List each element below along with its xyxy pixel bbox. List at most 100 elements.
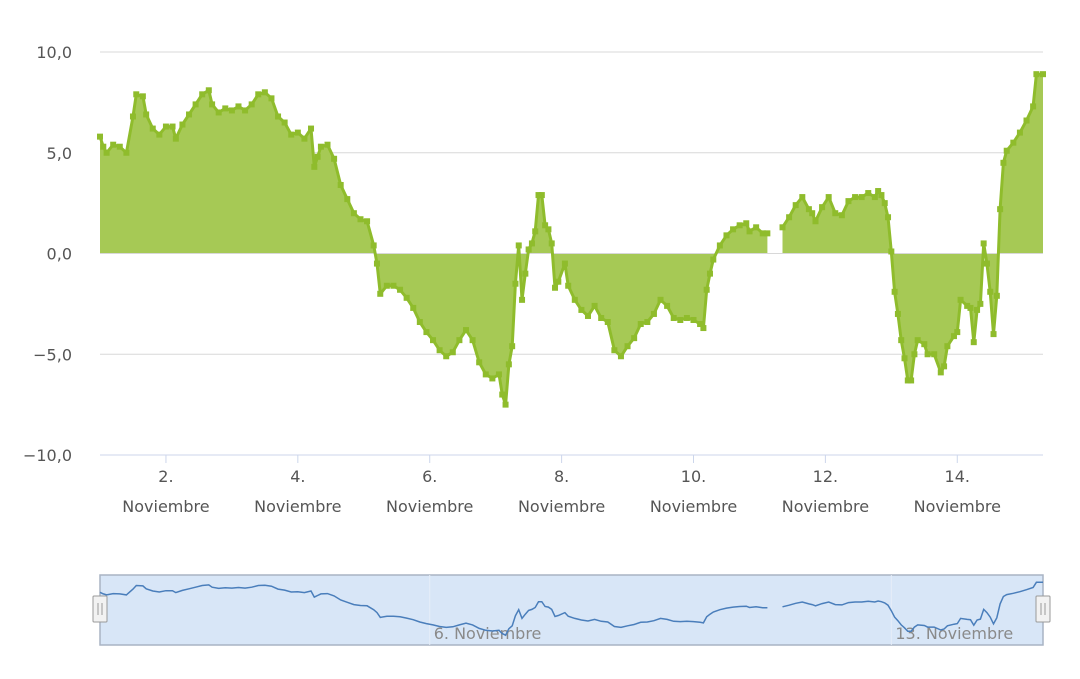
data-point xyxy=(878,192,885,199)
data-point xyxy=(865,190,872,197)
data-point xyxy=(736,222,743,229)
data-point xyxy=(268,95,275,102)
data-point xyxy=(997,206,1004,213)
data-point xyxy=(987,288,994,295)
data-point xyxy=(677,316,684,323)
x-tick-month: Noviembre xyxy=(386,497,473,516)
data-point xyxy=(462,327,469,334)
data-point xyxy=(921,341,928,348)
data-point xyxy=(852,194,859,201)
data-point xyxy=(931,351,938,358)
navigator-window xyxy=(99,574,1044,646)
data-point xyxy=(519,296,526,303)
data-point xyxy=(604,319,611,326)
data-point xyxy=(123,149,130,156)
data-point xyxy=(812,218,819,225)
data-point xyxy=(911,351,918,358)
data-point xyxy=(103,149,110,156)
data-point xyxy=(888,248,895,255)
navigator[interactable]: 6. Noviembre 13. Noviembre xyxy=(92,574,1051,646)
data-point xyxy=(294,129,301,136)
data-point xyxy=(1040,71,1046,78)
data-point xyxy=(561,260,568,267)
data-point xyxy=(617,353,624,360)
data-point xyxy=(116,143,123,150)
data-point xyxy=(723,232,730,239)
x-tick-day: 4. xyxy=(290,467,305,486)
data-point xyxy=(133,91,140,98)
handle-grip xyxy=(1035,595,1051,623)
data-point xyxy=(753,224,760,231)
data-point xyxy=(228,107,235,114)
data-point xyxy=(598,314,605,321)
data-point xyxy=(990,331,997,338)
data-point xyxy=(792,202,799,209)
data-point xyxy=(192,101,199,108)
data-point xyxy=(901,355,908,362)
data-point xyxy=(528,240,535,247)
data-point xyxy=(730,226,737,233)
data-point xyxy=(611,347,618,354)
data-point xyxy=(308,125,315,132)
data-point xyxy=(759,230,766,237)
x-tick-day: 12. xyxy=(813,467,838,486)
data-point xyxy=(881,200,888,207)
data-point xyxy=(545,226,552,233)
data-point xyxy=(288,131,295,138)
data-point xyxy=(222,105,229,112)
data-point xyxy=(179,121,186,128)
data-point xyxy=(891,288,898,295)
data-point xyxy=(1016,129,1023,136)
data-point xyxy=(512,280,519,287)
data-point xyxy=(499,391,506,398)
data-point xyxy=(670,314,677,321)
navigator-left-handle[interactable] xyxy=(92,595,108,623)
data-point xyxy=(538,192,545,199)
data-point xyxy=(331,155,338,162)
data-point xyxy=(980,240,987,247)
data-point xyxy=(97,133,103,140)
data-point xyxy=(825,194,832,201)
data-point xyxy=(430,337,437,344)
y-tick-label: 5,0 xyxy=(47,144,72,163)
x-tick-day: 6. xyxy=(422,467,437,486)
data-point xyxy=(397,286,404,293)
data-point xyxy=(650,310,657,317)
data-point xyxy=(489,375,496,382)
data-point xyxy=(350,210,357,217)
data-point xyxy=(509,343,516,350)
data-point xyxy=(977,300,984,307)
data-point xyxy=(898,337,905,344)
data-point xyxy=(436,347,443,354)
data-point xyxy=(779,224,786,231)
data-point xyxy=(275,113,282,120)
data-point xyxy=(542,222,549,229)
data-point xyxy=(624,343,631,350)
data-point xyxy=(799,194,806,201)
data-point xyxy=(845,198,852,205)
navigator-right-handle[interactable] xyxy=(1035,595,1051,623)
data-point xyxy=(683,314,690,321)
data-point xyxy=(456,337,463,344)
data-point xyxy=(555,278,562,285)
navigator-series-line xyxy=(99,584,768,637)
data-point xyxy=(937,369,944,376)
data-point xyxy=(904,377,911,384)
y-tick-label: −10,0 xyxy=(23,446,72,465)
data-point xyxy=(383,282,390,289)
data-point xyxy=(964,302,971,309)
data-point xyxy=(261,89,268,96)
data-point xyxy=(209,101,216,108)
data-point xyxy=(950,333,957,340)
data-point xyxy=(1003,147,1010,154)
data-point xyxy=(591,302,598,309)
data-point xyxy=(764,230,771,237)
data-point xyxy=(390,282,397,289)
data-point xyxy=(162,123,169,130)
data-point xyxy=(871,194,878,201)
x-tick-month: Noviembre xyxy=(650,497,737,516)
data-point xyxy=(970,339,977,346)
data-point xyxy=(110,141,117,148)
